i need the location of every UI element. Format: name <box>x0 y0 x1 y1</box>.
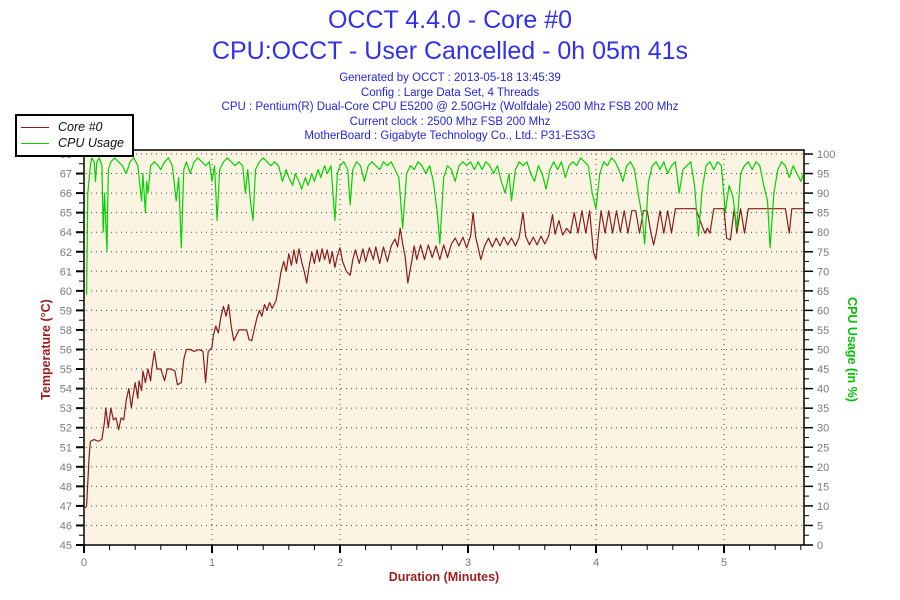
svg-text:90: 90 <box>817 188 829 200</box>
axis-titles: Temperature (°C) CPU Usage (in %) Duration… <box>39 297 859 584</box>
info-line-generated: Generated by OCCT : 2013-05-18 13:45:39 <box>339 72 561 84</box>
svg-text:20: 20 <box>817 462 829 474</box>
svg-text:40: 40 <box>817 384 829 396</box>
temperature-series-line <box>84 208 804 509</box>
svg-text:48: 48 <box>60 481 72 493</box>
svg-text:65: 65 <box>60 208 72 220</box>
duration-axis-title: Duration (Minutes) <box>389 570 499 584</box>
info-line-config: Config : Large Data Set, 4 Threads <box>360 86 540 99</box>
info-line-cpu: CPU : Pentium(R) Dual-Core CPU E5200 @ 2… <box>221 101 679 114</box>
svg-text:1: 1 <box>209 557 215 569</box>
svg-text:4: 4 <box>593 557 599 569</box>
cpu-usage-series-line <box>86 157 804 295</box>
svg-text:0: 0 <box>817 540 823 552</box>
axis-tick-labels: 6810067956690658564806275617060655960585… <box>60 149 836 569</box>
svg-text:50: 50 <box>817 345 829 357</box>
svg-text:15: 15 <box>817 481 829 493</box>
svg-text:54: 54 <box>60 384 72 396</box>
svg-text:25: 25 <box>817 442 829 454</box>
svg-text:51: 51 <box>60 442 72 454</box>
svg-text:55: 55 <box>817 325 829 337</box>
svg-text:64: 64 <box>60 227 72 239</box>
svg-text:95: 95 <box>817 169 829 181</box>
svg-text:56: 56 <box>60 345 72 357</box>
plot-background <box>84 150 804 545</box>
svg-text:30: 30 <box>817 423 829 435</box>
svg-text:0: 0 <box>81 557 87 569</box>
svg-text:62: 62 <box>60 247 72 259</box>
svg-text:60: 60 <box>60 286 72 298</box>
legend-label-core0: Core #0 <box>58 120 103 134</box>
svg-text:5: 5 <box>817 520 823 532</box>
page-title: OCCT 4.4.0 - Core #0 <box>327 6 573 34</box>
svg-text:59: 59 <box>60 305 72 317</box>
svg-text:55: 55 <box>60 364 72 376</box>
svg-text:100: 100 <box>817 149 835 161</box>
svg-text:47: 47 <box>60 501 72 513</box>
cpu-usage-axis-title: CPU Usage (in %) <box>845 297 859 402</box>
legend-label-cpu-usage: CPU Usage <box>58 136 124 150</box>
plot-border <box>83 149 805 546</box>
svg-text:2: 2 <box>337 557 343 569</box>
info-line-motherboard: MotherBoard : Gigabyte Technology Co., L… <box>304 130 596 143</box>
svg-text:65: 65 <box>817 286 829 298</box>
svg-text:52: 52 <box>60 423 72 435</box>
svg-text:49: 49 <box>60 462 72 474</box>
svg-text:46: 46 <box>60 520 72 532</box>
svg-text:80: 80 <box>817 227 829 239</box>
svg-text:45: 45 <box>817 364 829 376</box>
svg-text:53: 53 <box>60 403 72 415</box>
svg-text:60: 60 <box>817 305 829 317</box>
core0-line-swatch <box>21 126 49 128</box>
info-line-clock: Current clock : 2500 Mhz FSB 200 Mhz <box>349 115 551 128</box>
svg-text:35: 35 <box>817 403 829 415</box>
svg-text:70: 70 <box>817 266 829 278</box>
svg-text:10: 10 <box>817 501 829 513</box>
legend-item-core0: Core #0 <box>21 119 127 135</box>
report-info-block: Generated by OCCT : 2013-05-18 13:45:39 … <box>0 71 900 144</box>
page-subtitle: CPU:OCCT - User Cancelled - 0h 05m 41s <box>211 37 689 65</box>
svg-text:61: 61 <box>60 266 72 278</box>
gridlines <box>86 153 804 545</box>
svg-text:5: 5 <box>721 557 727 569</box>
svg-text:45: 45 <box>60 540 72 552</box>
svg-text:75: 75 <box>817 247 829 259</box>
svg-text:3: 3 <box>465 557 471 569</box>
legend: Core #0 CPU Usage <box>15 114 134 157</box>
svg-text:66: 66 <box>60 188 72 200</box>
temperature-axis-title: Temperature (°C) <box>39 299 53 400</box>
legend-item-cpu-usage: CPU Usage <box>21 135 127 151</box>
svg-text:58: 58 <box>60 325 72 337</box>
svg-text:85: 85 <box>817 208 829 220</box>
cpu-usage-line-swatch <box>21 142 49 144</box>
svg-text:67: 67 <box>60 169 72 181</box>
